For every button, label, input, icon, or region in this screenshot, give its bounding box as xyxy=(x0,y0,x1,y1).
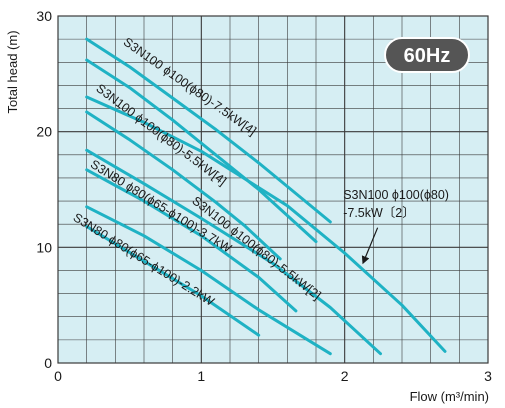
y-tick-label: 0 xyxy=(44,355,52,371)
x-tick-label: 1 xyxy=(197,368,205,384)
y-tick-label: 20 xyxy=(36,124,52,140)
callout-label-line-2: -7.5kW〔2〕 xyxy=(343,206,415,220)
x-tick-label: 2 xyxy=(341,368,349,384)
y-tick-label: 30 xyxy=(36,8,52,24)
y-tick-label: 10 xyxy=(36,239,52,255)
frequency-badge: 60Hz xyxy=(385,38,469,72)
frequency-badge-label: 60Hz xyxy=(404,45,451,67)
y-axis-title: Total head (m) xyxy=(5,30,20,113)
callout-label-line-1: S3N100 ϕ100(ϕ80) xyxy=(343,188,449,202)
x-tick-label: 0 xyxy=(54,368,62,384)
x-tick-label: 3 xyxy=(484,368,492,384)
x-axis-title: Flow (m³/min) xyxy=(410,389,489,404)
